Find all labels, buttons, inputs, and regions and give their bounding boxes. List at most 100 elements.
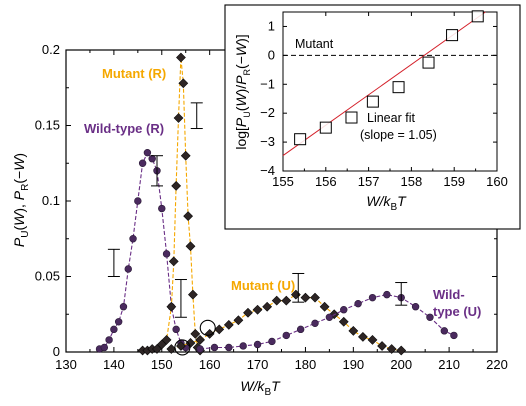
data-point: [110, 325, 118, 334]
data-point: [158, 204, 166, 213]
inset-data-point: [422, 56, 435, 69]
inset-x-axis-label: W/kBT: [366, 193, 407, 213]
data-point: [196, 345, 204, 353]
data-point: [166, 344, 177, 354]
data-point: [354, 299, 362, 308]
annotation-wildtype-r: Wild-type (R): [84, 121, 164, 136]
data-point: [268, 337, 276, 346]
main-plot: 130 140 150 160 170 180 190 200 210 220 0 0.05 0.1 0.…: [11, 42, 508, 398]
annotation-mutant-r: Mutant (R): [102, 66, 166, 81]
data-point: [188, 289, 198, 300]
data-point: [225, 343, 233, 352]
data-point: [368, 293, 377, 302]
inset-x-tick-label: 160: [486, 174, 508, 189]
data-point: [172, 325, 180, 334]
y-axis-label: PU(W), PR(−W): [11, 153, 31, 247]
inset-x-tick-label: 156: [315, 174, 337, 189]
data-point: [162, 250, 171, 258]
data-point: [210, 343, 219, 352]
inset-fit-label: Linear fit: [367, 111, 415, 125]
data-point: [348, 325, 359, 336]
y-tick-label: 0.05: [35, 269, 60, 284]
x-tick-label: 170: [247, 357, 269, 372]
inset-plot: 155 156 157 158 159 160 −4 −3 −2 −1 0 1 Mutant Linear…: [224, 4, 521, 230]
data-point: [143, 148, 152, 157]
inset-x-tick-label: 157: [358, 174, 380, 189]
data-point: [214, 324, 225, 335]
data-point: [119, 303, 128, 311]
x-tick-label: 200: [390, 357, 412, 372]
x-tick-label: 210: [438, 357, 460, 372]
data-point: [180, 150, 191, 161]
inset-label-mutant: Mutant: [295, 37, 334, 51]
circled-point: [174, 339, 191, 356]
data-point: [271, 295, 282, 306]
data-point: [100, 343, 109, 352]
data-point: [411, 303, 420, 311]
data-point: [282, 331, 290, 340]
series-line: [99, 151, 187, 350]
data-point: [377, 341, 387, 351]
data-point: [204, 329, 215, 339]
data-point: [243, 307, 253, 318]
data-point: [300, 292, 311, 303]
data-point: [168, 256, 179, 267]
data-point: [383, 290, 391, 299]
data-point: [129, 235, 137, 243]
data-point: [450, 331, 458, 340]
inset-y-tick-label: 0: [268, 47, 275, 62]
data-point: [296, 325, 305, 334]
x-tick-label: 160: [199, 357, 221, 372]
data-point: [161, 335, 172, 345]
circled-point: [199, 319, 216, 336]
inset-y-tick-label: −4: [260, 163, 275, 178]
inset-data-point: [319, 121, 332, 134]
data-point: [173, 113, 184, 123]
data-point: [114, 318, 123, 326]
data-point: [311, 319, 319, 328]
data-point: [281, 295, 292, 306]
data-point: [176, 52, 186, 63]
y-tick-label: 0.1: [42, 193, 60, 208]
data-point: [253, 340, 262, 349]
x-tick-label: 180: [295, 357, 317, 372]
x-tick-label: 130: [55, 357, 77, 372]
data-point: [134, 197, 142, 205]
data-point: [185, 338, 196, 348]
data-point: [138, 159, 147, 167]
data-point: [171, 181, 182, 191]
data-point: [367, 335, 378, 345]
data-point: [195, 335, 205, 345]
y-tick-label: 0: [53, 344, 60, 359]
data-point: [233, 315, 244, 326]
inset-y-axis-label: log[PU(W)/PR(−W)]: [233, 34, 252, 149]
inset-data-point: [294, 133, 307, 146]
inset-data-point: [471, 10, 484, 23]
data-point: [185, 241, 196, 252]
data-point: [176, 341, 186, 351]
data-point: [340, 306, 348, 314]
data-point: [223, 319, 234, 330]
data-point: [178, 78, 189, 89]
data-point: [183, 211, 193, 221]
data-point: [105, 336, 113, 344]
inset-data-point: [392, 81, 405, 94]
inset-data-point: [446, 29, 459, 42]
inset-y-tick-label: −2: [260, 105, 275, 120]
annotation-mutant-u: Mutant (U): [231, 278, 295, 293]
inset-data-point: [366, 95, 379, 108]
annotation-wildtype-u: type (U): [433, 304, 481, 319]
inset-data-point: [345, 111, 358, 124]
data-point: [338, 316, 349, 327]
data-point: [396, 345, 407, 356]
data-point: [440, 327, 449, 335]
data-point: [148, 155, 156, 163]
x-tick-label: 190: [342, 357, 364, 372]
x-tick-label: 150: [151, 357, 173, 372]
inset-y-tick-label: −3: [260, 134, 275, 149]
inset-fit-label: (slope = 1.05): [360, 128, 437, 142]
data-point: [325, 313, 334, 321]
x-tick-label: 140: [103, 357, 125, 372]
inset-x-tick-label: 159: [443, 174, 465, 189]
